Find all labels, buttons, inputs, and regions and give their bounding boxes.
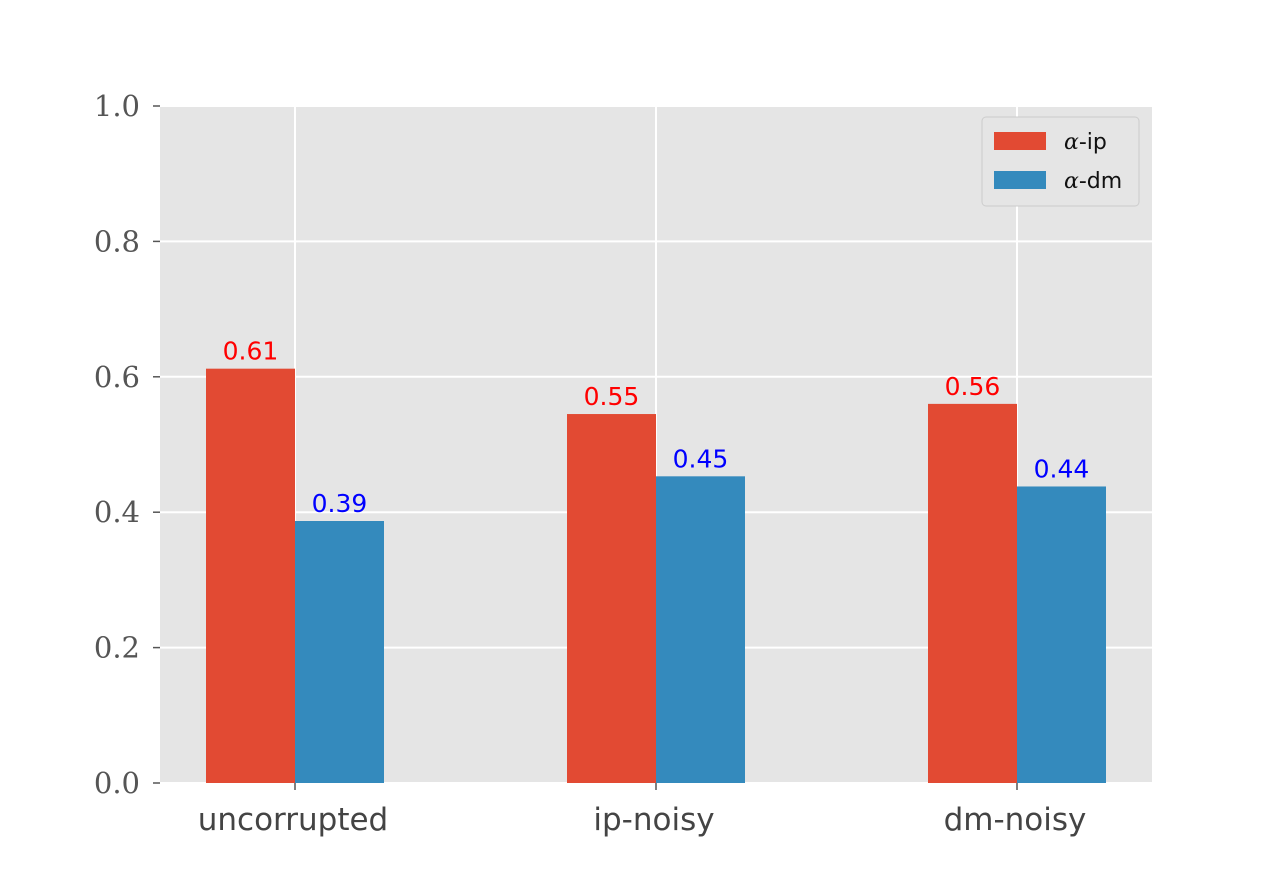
- x-tick-label-dm-noisy: dm-noisy: [944, 802, 1087, 838]
- y-tick-label-0: 0.0: [94, 766, 140, 800]
- x-tick-label-ip-noisy: ip-noisy: [593, 802, 714, 838]
- data-label-alpha-ip-dm-noisy: 0.56: [945, 372, 1001, 401]
- legend-swatch-alpha-dm: [994, 171, 1046, 189]
- legend-label-alpha-dm: α-dm: [1064, 169, 1122, 194]
- data-label-alpha-dm-uncorrupted: 0.39: [312, 489, 368, 518]
- x-axis: uncorrupted ip-noisy dm-noisy: [198, 783, 1087, 838]
- data-label-alpha-dm-ip-noisy: 0.45: [673, 444, 729, 473]
- y-tick-label-2: 0.4: [94, 495, 140, 529]
- y-tick-label-4: 0.8: [94, 224, 140, 258]
- y-tick-label-1: 0.2: [94, 631, 140, 665]
- y-tick-label-3: 0.6: [94, 360, 140, 394]
- legend: α-ip α-dm: [981, 116, 1140, 207]
- bar-alpha-dm-ip-noisy: [656, 476, 745, 783]
- data-label-alpha-dm-dm-noisy: 0.44: [1034, 454, 1090, 483]
- bar-alpha-dm-uncorrupted: [295, 521, 384, 783]
- bar-alpha-ip-dm-noisy: [928, 403, 1017, 783]
- data-labels: 0.61 0.55 0.56 0.39 0.45 0.44: [223, 337, 1090, 518]
- x-tick-label-uncorrupted: uncorrupted: [198, 802, 388, 838]
- legend-label-alpha-ip: α-ip: [1064, 130, 1107, 155]
- data-label-alpha-ip-uncorrupted: 0.61: [223, 337, 279, 366]
- bar-alpha-ip-uncorrupted: [206, 368, 295, 783]
- data-label-alpha-ip-ip-noisy: 0.55: [584, 382, 640, 411]
- bars: [206, 368, 1106, 783]
- bar-alpha-dm-dm-noisy: [1017, 486, 1106, 783]
- y-tick-label-5: 1.0: [94, 89, 140, 123]
- y-axis: 0.0 0.2 0.4 0.6 0.8 1.0: [94, 89, 160, 800]
- legend-swatch-alpha-ip: [994, 132, 1046, 150]
- bar-alpha-ip-ip-noisy: [567, 414, 656, 783]
